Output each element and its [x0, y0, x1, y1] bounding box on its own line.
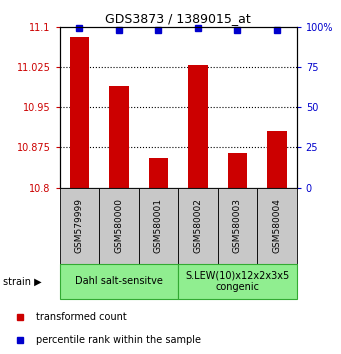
Bar: [257, 188, 297, 264]
Title: GDS3873 / 1389015_at: GDS3873 / 1389015_at: [105, 12, 251, 25]
Bar: [70, 37, 89, 188]
Bar: [139, 188, 178, 264]
Bar: [178, 264, 297, 299]
Text: GSM580002: GSM580002: [193, 198, 203, 253]
Bar: [109, 86, 129, 188]
Text: percentile rank within the sample: percentile rank within the sample: [36, 335, 201, 346]
Text: GSM580001: GSM580001: [154, 198, 163, 253]
Bar: [267, 131, 287, 188]
Bar: [218, 188, 257, 264]
Bar: [188, 65, 208, 188]
Text: Dahl salt-sensitve: Dahl salt-sensitve: [75, 276, 163, 286]
Bar: [149, 158, 168, 188]
Text: strain ▶: strain ▶: [3, 276, 42, 286]
Bar: [60, 188, 99, 264]
Bar: [178, 188, 218, 264]
Text: transformed count: transformed count: [36, 312, 127, 322]
Text: GSM579999: GSM579999: [75, 198, 84, 253]
Bar: [99, 188, 139, 264]
Bar: [227, 153, 247, 188]
Bar: [60, 264, 178, 299]
Text: GSM580004: GSM580004: [272, 198, 281, 253]
Text: GSM580003: GSM580003: [233, 198, 242, 253]
Text: GSM580000: GSM580000: [115, 198, 123, 253]
Text: S.LEW(10)x12x2x3x5
congenic: S.LEW(10)x12x2x3x5 congenic: [185, 270, 290, 292]
